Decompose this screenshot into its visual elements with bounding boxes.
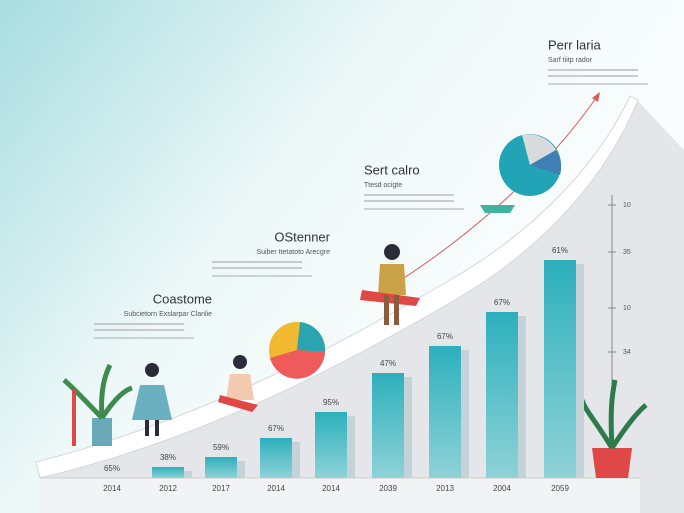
bar <box>260 438 292 478</box>
year-label: 2012 <box>159 484 177 493</box>
year-label: 2039 <box>379 484 397 493</box>
bar-label: 59% <box>213 443 229 452</box>
block-subtitle: Subcietorn Exslarpar Clanlie <box>124 311 212 318</box>
arrow-head <box>592 92 600 102</box>
bar-label: 38% <box>160 453 176 462</box>
bar-label: 95% <box>323 398 339 407</box>
bar <box>205 457 237 478</box>
block-subtitle: Suiber ttetatoto Arecgre <box>256 249 330 256</box>
year-label: 2017 <box>212 484 230 493</box>
block-title: Coastome <box>153 291 212 306</box>
bar <box>372 373 404 478</box>
bar-label: 67% <box>268 424 284 433</box>
axis-label: 10 <box>623 202 631 209</box>
bar-side <box>518 316 526 478</box>
bar <box>486 312 518 478</box>
axis-label: 35 <box>623 249 631 256</box>
bar-label: 61% <box>552 246 568 255</box>
year-label: 2014 <box>322 484 340 493</box>
block-subtitle: Sarf tiitp rador <box>548 57 593 64</box>
pie-mid <box>269 322 326 379</box>
bar-label: 67% <box>437 332 453 341</box>
floor <box>40 478 640 513</box>
bar-label: 47% <box>380 359 396 368</box>
person-1 <box>132 363 172 436</box>
year-label: 2014 <box>103 484 121 493</box>
bar <box>152 467 184 478</box>
bar <box>429 346 461 478</box>
pie-top <box>499 134 562 196</box>
bar-side <box>237 461 245 478</box>
axis-label: 34 <box>623 349 631 356</box>
bar-side <box>347 416 355 478</box>
bar-side <box>576 264 584 478</box>
bar-side <box>292 442 300 478</box>
year-label: 2059 <box>551 484 569 493</box>
bar <box>544 260 576 478</box>
block-subtitle: Ttesd ocigte <box>364 182 402 189</box>
block-title: Perr laria <box>548 37 602 52</box>
person-2 <box>218 355 258 412</box>
bar-side <box>461 350 469 478</box>
year-label: 2014 <box>267 484 285 493</box>
block-title: Sert calro <box>364 162 420 177</box>
cushion <box>480 205 515 213</box>
block-title: OStenner <box>274 229 330 244</box>
bar-label: 67% <box>494 298 510 307</box>
bar-side <box>184 471 192 478</box>
bar-side <box>404 377 412 478</box>
axis-label: 10 <box>623 305 631 312</box>
person-3 <box>360 244 420 325</box>
bar <box>315 412 347 478</box>
bar-label: 65% <box>104 464 120 473</box>
year-label: 2013 <box>436 484 454 493</box>
year-label: 2004 <box>493 484 511 493</box>
plant-left <box>62 363 133 446</box>
